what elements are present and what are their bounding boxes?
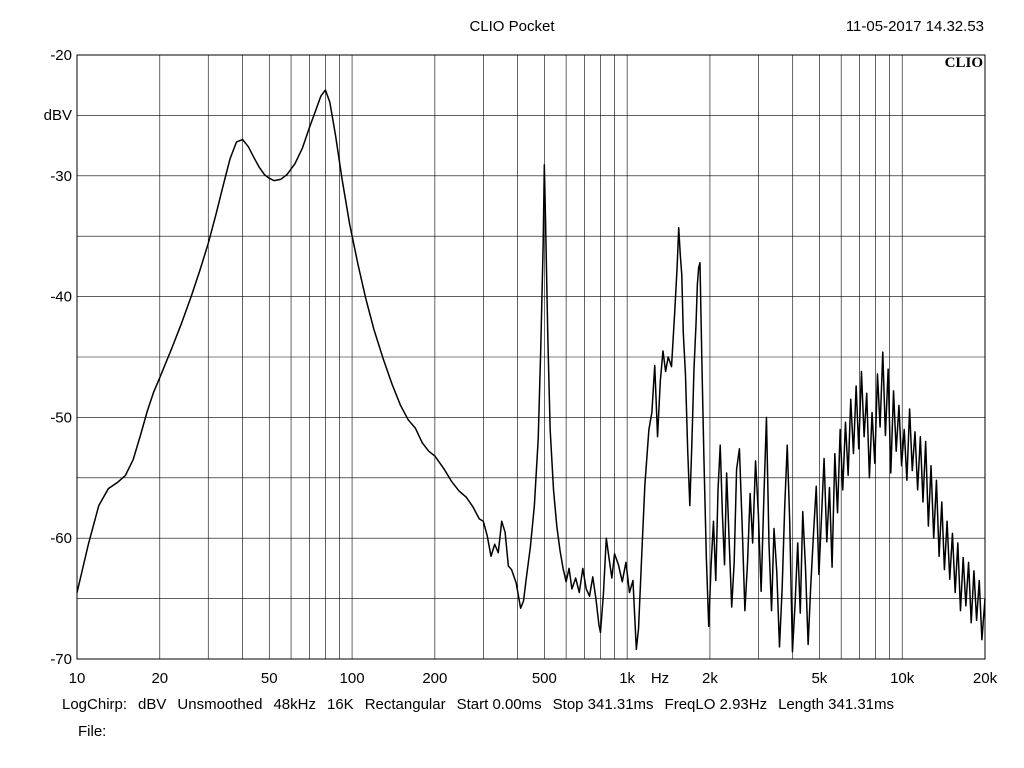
x-tick-label: 100 <box>340 670 365 687</box>
x-tick-label: 20k <box>973 670 998 687</box>
y-axis-label: dBV <box>44 107 72 124</box>
grid-lines <box>77 55 985 659</box>
y-tick-labels: -20 -30 -40 -50 -60 -70 <box>50 47 72 668</box>
x-tick-label: 20 <box>151 670 168 687</box>
x-tick-label: 5k <box>811 670 827 687</box>
setting-item: Stop 341.31ms <box>552 696 654 713</box>
x-tick-labels: 10 20 50 100 200 500 1k 2k 5k 10k 20k <box>69 670 998 687</box>
y-tick-label: -30 <box>50 168 72 185</box>
x-tick-label: 1k <box>619 670 635 687</box>
setting-item: dBV <box>138 696 167 713</box>
y-tick-label: -60 <box>50 530 72 547</box>
y-tick-label: -40 <box>50 289 72 306</box>
setting-item: 16K <box>327 696 354 713</box>
timestamp: 11-05-2017 14.32.53 <box>845 18 984 35</box>
setting-item: LogChirp: <box>62 696 128 713</box>
x-tick-label: 200 <box>422 670 447 687</box>
measurement-settings: LogChirp: dBV Unsmoothed 48kHz 16K Rectangula… <box>62 696 905 713</box>
setting-item: Start 0.00ms <box>456 696 542 713</box>
x-tick-label: 2k <box>702 670 718 687</box>
series-line <box>76 89 986 653</box>
clio-logo: CLIO <box>945 55 983 71</box>
y-tick-label: -70 <box>50 651 72 668</box>
plot-frame <box>76 54 986 660</box>
x-tick-label: 500 <box>532 670 557 687</box>
x-tick-label: 10k <box>890 670 915 687</box>
setting-item: Unsmoothed <box>177 696 263 713</box>
setting-item: FreqLO 2.93Hz <box>664 696 768 713</box>
y-tick-label: -20 <box>50 47 72 64</box>
y-tick-label: -50 <box>50 409 72 426</box>
setting-item: Length 341.31ms <box>778 696 895 713</box>
x-tick-label: 10 <box>69 670 86 687</box>
x-axis-label: Hz <box>651 670 669 687</box>
file-label: File: <box>78 723 107 740</box>
setting-item: Rectangular <box>364 696 446 713</box>
x-tick-label: 50 <box>261 670 278 687</box>
setting-item: 48kHz <box>273 696 316 713</box>
chart-title: CLIO Pocket <box>469 18 555 35</box>
